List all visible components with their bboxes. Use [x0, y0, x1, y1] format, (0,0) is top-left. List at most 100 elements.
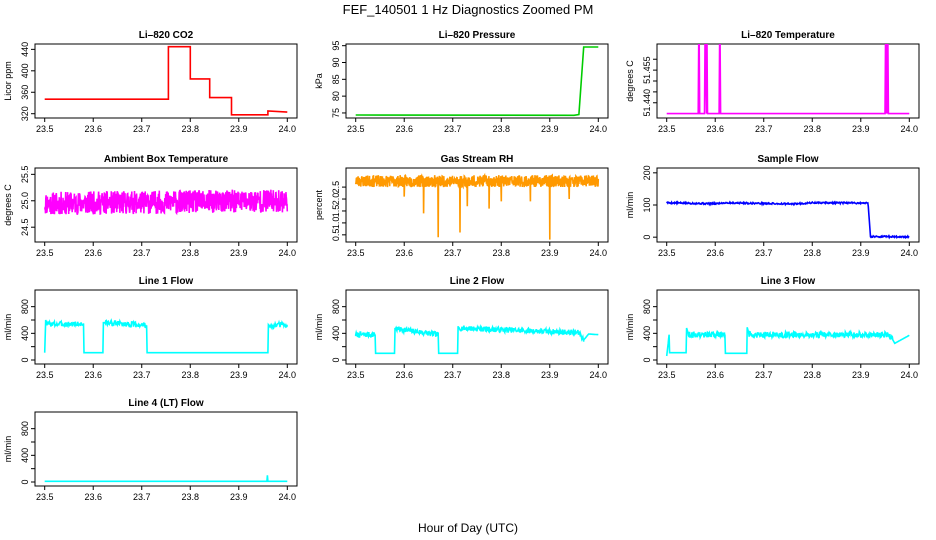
series-line	[43, 318, 289, 354]
y-tick-label: 0.5	[331, 229, 341, 242]
y-tick-label: 800	[20, 299, 30, 314]
y-tick-label: 0	[642, 357, 652, 362]
y-tick-label: 0	[331, 357, 341, 362]
plot-frame	[656, 289, 920, 365]
plot-frame	[34, 289, 298, 365]
series-line	[666, 200, 910, 240]
x-tick-label: 23.8	[803, 248, 821, 258]
x-tick-label: 23.9	[230, 492, 248, 502]
x-tick-label: 23.6	[395, 248, 413, 258]
y-axis-label: Licor ppm	[3, 61, 13, 101]
x-tick-label: 23.8	[803, 124, 821, 134]
y-axis-label: ml/min	[3, 436, 13, 463]
y-tick-label: 400	[331, 326, 341, 341]
chart-panel: Li–820 Pressure kPa 23.5 23.6 23.7 23.8 23.9 24…	[314, 30, 609, 134]
x-tick-label: 23.9	[230, 248, 248, 258]
x-tick-label: 23.6	[84, 124, 102, 134]
y-tick-label: 0	[642, 235, 652, 240]
plot-frame	[34, 43, 298, 119]
x-tick-label: 24.0	[279, 370, 297, 380]
x-tick-label: 23.5	[347, 370, 365, 380]
x-tick-label: 23.5	[658, 124, 676, 134]
y-tick-label: 51.440	[642, 89, 652, 117]
x-tick-label: 23.6	[395, 370, 413, 380]
plot-frame	[34, 167, 298, 243]
panel-title: Gas Stream RH	[441, 154, 514, 165]
y-tick-label: 440	[20, 42, 30, 57]
x-tick-label: 23.8	[492, 370, 510, 380]
y-axis-label: ml/min	[625, 314, 635, 341]
y-tick-label: 400	[20, 326, 30, 341]
y-tick-label: 800	[20, 421, 30, 436]
y-tick-label: 800	[642, 299, 652, 314]
x-tick-label: 23.7	[444, 248, 462, 258]
y-tick-label: 75	[331, 108, 341, 118]
x-tick-label: 23.6	[706, 370, 724, 380]
x-tick-label: 24.0	[901, 370, 919, 380]
series-line	[666, 44, 910, 115]
y-axis-label: ml/min	[314, 314, 324, 341]
series-line	[44, 475, 288, 483]
x-tick-label: 23.8	[492, 124, 510, 134]
x-tick-label: 23.6	[706, 248, 724, 258]
y-tick-label: 2.5	[331, 181, 341, 194]
chart-panel: Line 2 Flow ml/min 23.5 23.6 23.7 23.8 23.9 24.…	[314, 276, 609, 380]
y-tick-label: 200	[642, 165, 652, 180]
x-tick-label: 23.5	[347, 124, 365, 134]
series-line	[355, 46, 599, 117]
x-tick-label: 23.7	[133, 370, 151, 380]
series-line	[43, 189, 289, 216]
x-tick-label: 23.8	[181, 248, 199, 258]
x-tick-label: 23.9	[852, 248, 870, 258]
plot-frame	[345, 43, 609, 119]
y-tick-label: 320	[20, 106, 30, 121]
panel-title: Sample Flow	[757, 154, 818, 165]
x-tick-label: 23.6	[84, 370, 102, 380]
x-tick-label: 24.0	[590, 370, 608, 380]
panel-title: Line 4 (LT) Flow	[128, 398, 204, 409]
x-tick-label: 23.5	[36, 248, 54, 258]
panel-title: Li–820 Temperature	[741, 30, 835, 41]
chart-panel: Gas Stream RH percent 23.5 23.6 23.7 23.8 23.9…	[314, 154, 609, 258]
chart-panel: Li–820 Temperature degrees C 23.5 23.6 23.7 2…	[625, 30, 920, 134]
x-tick-label: 23.5	[36, 124, 54, 134]
plot-frame	[34, 411, 298, 487]
x-tick-label: 23.9	[852, 124, 870, 134]
x-tick-label: 24.0	[590, 124, 608, 134]
chart-panel: Ambient Box Temperature degrees C 23.5 23.6…	[3, 154, 298, 258]
x-tick-label: 23.7	[444, 124, 462, 134]
figure-title: FEF_140501 1 Hz Diagnostics Zoomed PM	[343, 2, 594, 17]
x-tick-label: 24.0	[901, 124, 919, 134]
y-tick-label: 400	[20, 63, 30, 78]
x-tick-label: 23.7	[755, 248, 773, 258]
x-tick-label: 23.9	[541, 124, 559, 134]
panel-title: Li–820 CO2	[139, 30, 194, 41]
panel-title: Ambient Box Temperature	[104, 154, 229, 165]
chart-panel: Line 1 Flow ml/min 23.5 23.6 23.7 23.8 23.9 24.…	[3, 276, 298, 380]
y-tick-label: 25.0	[20, 192, 30, 210]
plot-frame	[345, 167, 609, 243]
chart-panel: Sample Flow ml/min 23.5 23.6 23.7 23.8 23.9 24.…	[625, 154, 920, 258]
y-tick-label: 2.0	[331, 193, 341, 206]
series-line	[354, 324, 599, 355]
x-tick-label: 23.8	[803, 370, 821, 380]
x-tick-label: 24.0	[279, 492, 297, 502]
x-tick-label: 23.8	[181, 124, 199, 134]
x-tick-label: 24.0	[279, 124, 297, 134]
y-tick-label: 1.0	[331, 217, 341, 230]
y-tick-label: 400	[642, 326, 652, 341]
x-tick-label: 23.7	[755, 370, 773, 380]
chart-panel: Li–820 CO2 Licor ppm 23.5 23.6 23.7 23.8 23.9 2…	[3, 30, 298, 134]
x-tick-label: 23.6	[84, 492, 102, 502]
x-tick-label: 23.9	[852, 370, 870, 380]
y-tick-label: 51.455	[642, 56, 652, 84]
y-tick-label: 80	[331, 91, 341, 101]
panel-title: Line 3 Flow	[761, 276, 816, 287]
x-tick-label: 23.5	[658, 370, 676, 380]
y-tick-label: 1.5	[331, 205, 341, 218]
x-tick-label: 23.7	[133, 492, 151, 502]
y-tick-label: 0	[20, 357, 30, 362]
x-tick-label: 24.0	[590, 248, 608, 258]
y-tick-label: 85	[331, 74, 341, 84]
x-tick-label: 23.9	[230, 370, 248, 380]
